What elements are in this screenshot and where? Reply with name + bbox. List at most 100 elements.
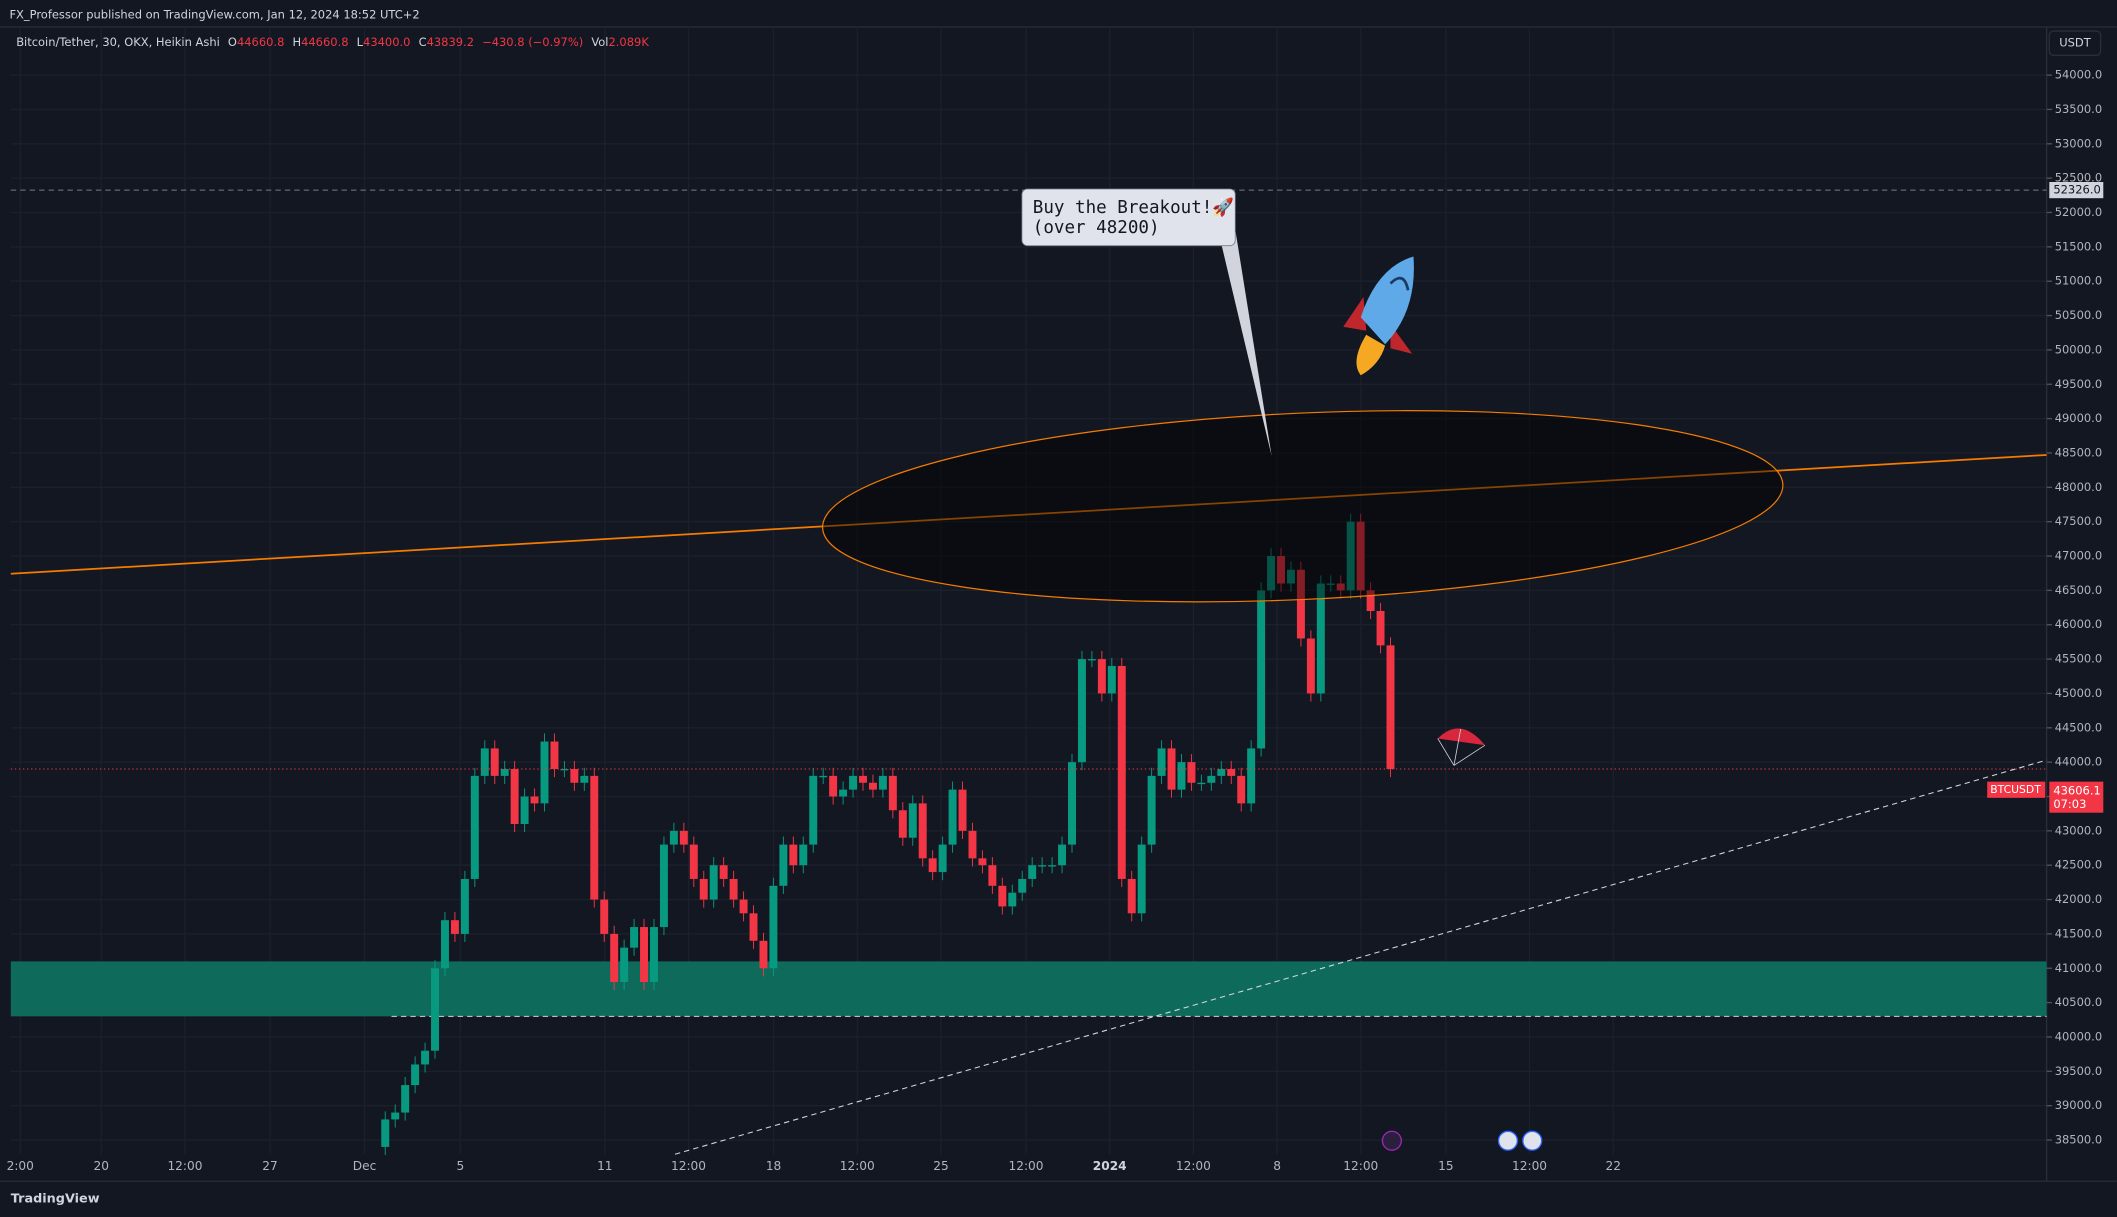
currency-button-bg[interactable] bbox=[2048, 30, 2102, 57]
rocket-fin bbox=[1343, 297, 1413, 354]
candle-body bbox=[1237, 775, 1246, 804]
candle-body bbox=[888, 775, 897, 811]
candle-body bbox=[659, 844, 668, 928]
price-countdown: 07:03 bbox=[2053, 797, 2086, 811]
candle-body bbox=[1068, 762, 1076, 845]
candle-body bbox=[381, 1119, 390, 1147]
x-tick-label: 15 bbox=[1438, 1159, 1453, 1173]
callout-line2: (over 48200) bbox=[1033, 218, 1160, 238]
candle-body bbox=[978, 858, 987, 866]
legend-value: 2.089K bbox=[608, 34, 649, 48]
candle-body bbox=[898, 810, 907, 838]
candle-body bbox=[1217, 769, 1226, 776]
callout-line1: Buy the Breakout!🚀 bbox=[1033, 197, 1235, 218]
candle-body bbox=[510, 769, 519, 824]
candle-body bbox=[998, 885, 1007, 907]
support-zone bbox=[10, 961, 2047, 1017]
candle-body bbox=[1306, 638, 1315, 694]
rocket-flame bbox=[1356, 334, 1386, 376]
candle-body bbox=[938, 844, 947, 873]
candle-body bbox=[769, 885, 778, 969]
symbol-tag-bg bbox=[1987, 781, 2046, 798]
x-tick-label: 12:00 bbox=[1176, 1159, 1211, 1173]
y-tick-label: 46500.0 bbox=[2055, 583, 2102, 597]
candle-body bbox=[1117, 665, 1126, 879]
candle-body bbox=[600, 899, 609, 934]
y-tick-label: 40000.0 bbox=[2055, 1029, 2102, 1043]
candle-body bbox=[988, 865, 997, 886]
candle-body bbox=[1058, 844, 1067, 866]
x-tick-label: 2:00 bbox=[7, 1159, 34, 1173]
candle-body bbox=[1376, 610, 1385, 646]
candle-body bbox=[580, 775, 589, 783]
candle-body bbox=[450, 920, 459, 934]
y-tick-label: 42500.0 bbox=[2055, 858, 2102, 872]
candle-body bbox=[540, 741, 549, 804]
candle-body bbox=[640, 927, 649, 983]
legend-value: 43400.0 bbox=[363, 34, 410, 48]
y-tick-label: 39500.0 bbox=[2055, 1064, 2102, 1078]
y-tick-label: 45500.0 bbox=[2055, 652, 2102, 666]
candle-body bbox=[849, 775, 858, 790]
candle-body bbox=[440, 920, 449, 969]
candle-body bbox=[460, 878, 469, 934]
x-tick-label: 11 bbox=[597, 1159, 612, 1173]
y-tick-label: 42000.0 bbox=[2055, 892, 2102, 906]
candle-body bbox=[431, 968, 439, 1051]
x-tick-label: 25 bbox=[933, 1159, 948, 1173]
candle-body bbox=[421, 1050, 430, 1065]
candle-body bbox=[1366, 590, 1375, 611]
symbol-tag: BTCUSDT bbox=[1990, 783, 2041, 796]
breakout-ellipse bbox=[822, 410, 1784, 603]
legend-value: −430.8 (−0.97%) bbox=[482, 34, 583, 48]
candle-body bbox=[1356, 521, 1365, 591]
candle-body bbox=[1316, 583, 1325, 694]
footer-logo: TradingView bbox=[11, 1191, 100, 1206]
y-tick-label: 53000.0 bbox=[2055, 136, 2102, 150]
legend-label: H bbox=[292, 34, 301, 48]
y-tick-label: 44000.0 bbox=[2055, 755, 2102, 769]
candle-body bbox=[1048, 865, 1057, 867]
candle-body bbox=[530, 796, 539, 804]
candle-body bbox=[779, 844, 788, 886]
legend-label: O bbox=[228, 34, 237, 48]
legend: Bitcoin/Tether, 30, OKX, Heikin Ashi O446… bbox=[16, 34, 649, 48]
candle-body bbox=[928, 858, 937, 873]
x-tick-label: 12:00 bbox=[1343, 1159, 1378, 1173]
candle-body bbox=[1296, 569, 1305, 639]
legend-label: L bbox=[357, 34, 364, 48]
y-tick-label: 41500.0 bbox=[2055, 926, 2102, 940]
y-tick-label: 51000.0 bbox=[2055, 274, 2102, 288]
legend-label: C bbox=[419, 34, 427, 48]
candle-body bbox=[401, 1085, 410, 1113]
candle-body bbox=[550, 741, 559, 770]
y-tick-label: 38500.0 bbox=[2055, 1133, 2102, 1147]
top-bar bbox=[0, 0, 2117, 27]
y-tick-label: 49500.0 bbox=[2055, 377, 2102, 391]
y-tick-label: 43000.0 bbox=[2055, 823, 2102, 837]
candle-body bbox=[1167, 748, 1176, 790]
candle-body bbox=[1326, 583, 1335, 585]
x-tick-label: 12:00 bbox=[1512, 1159, 1547, 1173]
candle-body bbox=[1336, 583, 1345, 591]
candle-body bbox=[590, 775, 599, 900]
y-tick-label: 48000.0 bbox=[2055, 480, 2102, 494]
y-tick-label: 47500.0 bbox=[2055, 514, 2102, 528]
candle-body bbox=[1346, 521, 1355, 591]
legend-value: 44660.8 bbox=[237, 34, 284, 48]
callout-box bbox=[1021, 188, 1236, 247]
y-tick-label: 44500.0 bbox=[2055, 720, 2102, 734]
candle-body bbox=[918, 803, 927, 859]
candle-body bbox=[1286, 569, 1295, 584]
candle-body bbox=[1018, 878, 1027, 893]
y-tick-label: 39000.0 bbox=[2055, 1098, 2102, 1112]
candle-body bbox=[739, 899, 748, 914]
parachute-strings bbox=[1437, 728, 1486, 766]
x-tick-label: 12:00 bbox=[840, 1159, 875, 1173]
legend-symbol: Bitcoin/Tether, 30, OKX, Heikin Ashi bbox=[16, 34, 220, 48]
candle-body bbox=[799, 844, 808, 866]
candle-body bbox=[1008, 892, 1017, 907]
currency-button[interactable]: USDT bbox=[2059, 36, 2092, 50]
candle-body bbox=[1107, 665, 1116, 694]
